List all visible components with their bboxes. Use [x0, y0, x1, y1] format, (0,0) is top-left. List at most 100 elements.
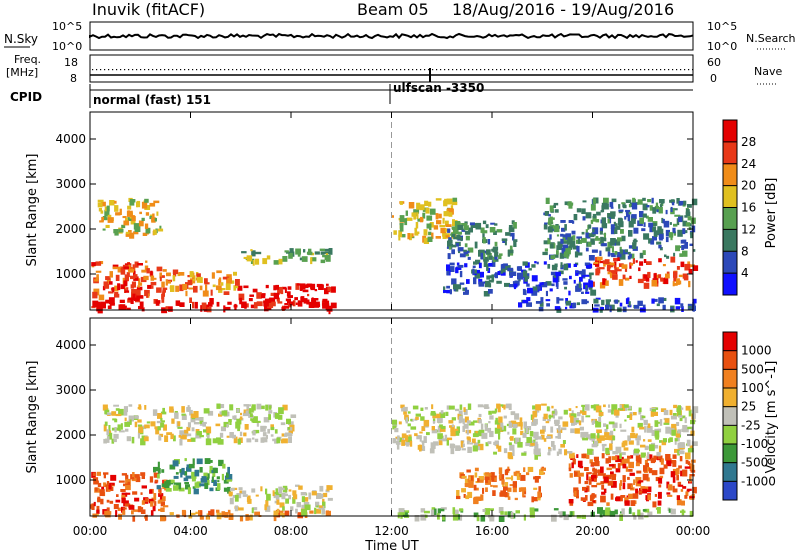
heatmap-cell	[118, 430, 125, 433]
heatmap-cell	[118, 480, 125, 483]
heatmap-cell	[581, 231, 585, 235]
heatmap-cell	[162, 287, 168, 290]
freq-point	[408, 69, 410, 71]
heatmap-cell	[677, 405, 681, 411]
heatmap-cell	[585, 247, 589, 252]
heatmap-cell	[643, 222, 646, 227]
heatmap-cell	[687, 216, 692, 221]
heatmap-cell	[591, 443, 598, 448]
heatmap-cell	[559, 511, 563, 518]
heatmap-cell	[642, 197, 646, 201]
heatmap-cell	[651, 430, 658, 436]
heatmap-cell	[237, 507, 244, 511]
heatmap-cell	[592, 500, 596, 503]
heatmap-cell	[689, 463, 693, 468]
heatmap-cell	[325, 303, 330, 310]
freq-point	[676, 69, 678, 71]
heatmap-cell	[597, 507, 603, 514]
heatmap-cell	[557, 432, 561, 439]
heatmap-cell	[674, 297, 681, 305]
heatmap-cell	[226, 424, 229, 428]
heatmap-cell	[251, 419, 254, 423]
heatmap-cell	[611, 246, 614, 253]
heatmap-cell	[198, 417, 204, 421]
heatmap-cell	[609, 510, 616, 517]
heatmap-cell	[588, 279, 591, 283]
heatmap-cell	[301, 504, 307, 509]
heatmap-cell	[254, 511, 260, 516]
heatmap-cell	[125, 231, 130, 235]
heatmap-cell	[163, 505, 169, 508]
heatmap-cell	[156, 420, 162, 424]
heatmap-cell	[663, 278, 667, 282]
heatmap-cell	[636, 457, 642, 464]
heatmap-cell	[437, 508, 441, 514]
heatmap-cell	[636, 440, 640, 446]
heatmap-cell	[501, 425, 504, 430]
heatmap-cell	[684, 495, 688, 499]
heatmap-cell	[494, 408, 498, 413]
heatmap-cell	[498, 474, 502, 479]
heatmap-cell	[433, 225, 439, 230]
heatmap-cell	[210, 289, 213, 296]
heatmap-cell	[503, 263, 508, 266]
heatmap-cell	[543, 240, 548, 245]
heatmap-cell	[673, 277, 677, 282]
heatmap-cell	[155, 303, 160, 306]
heatmap-cell	[136, 289, 141, 296]
heatmap-cell	[553, 202, 559, 206]
heatmap-cell	[644, 445, 649, 451]
heatmap-cell	[642, 203, 648, 211]
heatmap-cell	[115, 274, 120, 281]
colorbar-tick-label: 8	[741, 244, 749, 258]
heatmap-cell	[467, 403, 472, 410]
heatmap-cell	[467, 479, 473, 483]
heatmap-cell	[556, 282, 559, 289]
heatmap-cell	[619, 404, 622, 409]
heatmap-cell	[575, 406, 578, 409]
heatmap-cell	[485, 479, 491, 485]
heatmap-cell	[629, 413, 633, 420]
heatmap-cell	[181, 406, 185, 413]
heatmap-cell	[670, 508, 676, 515]
heatmap-cell	[582, 437, 588, 441]
heatmap-cell	[616, 269, 622, 272]
heatmap-cell	[218, 289, 223, 293]
heatmap-cell	[464, 231, 471, 235]
heatmap-cell	[601, 237, 607, 242]
heatmap-cell	[639, 252, 644, 259]
heatmap-cell	[104, 283, 110, 289]
heatmap-cell	[582, 498, 586, 502]
heatmap-cell	[675, 306, 680, 310]
heatmap-cell	[543, 413, 548, 420]
heatmap-cell	[134, 415, 139, 419]
heatmap-cell	[501, 238, 508, 241]
heatmap-cell	[591, 493, 595, 499]
heatmap-cell	[162, 407, 165, 413]
heatmap-cell	[598, 416, 602, 422]
heatmap-cell	[153, 469, 156, 473]
heatmap-cell	[280, 422, 286, 426]
heatmap-cell	[398, 421, 402, 425]
heatmap-cell	[573, 214, 578, 221]
freq-point	[296, 69, 298, 71]
heatmap-cell	[614, 509, 618, 515]
heatmap-cell	[269, 410, 273, 414]
heatmap-cell	[551, 283, 555, 287]
heatmap-cell	[141, 475, 145, 479]
heatmap-cell	[601, 491, 606, 495]
colorbar-tick-label: 1000	[741, 344, 772, 358]
heatmap-cell	[103, 217, 108, 221]
heatmap-cell	[328, 307, 331, 315]
heatmap-cell	[494, 241, 498, 247]
heatmap-cell	[134, 474, 140, 480]
heatmap-cell	[591, 249, 598, 253]
colorbar-swatch	[723, 425, 737, 445]
freq-point	[344, 69, 346, 71]
heatmap-cell	[526, 302, 532, 307]
heatmap-cell	[596, 437, 602, 444]
heatmap-cell	[491, 260, 496, 267]
heatmap-cell	[443, 290, 448, 293]
heatmap-cell	[523, 270, 528, 277]
